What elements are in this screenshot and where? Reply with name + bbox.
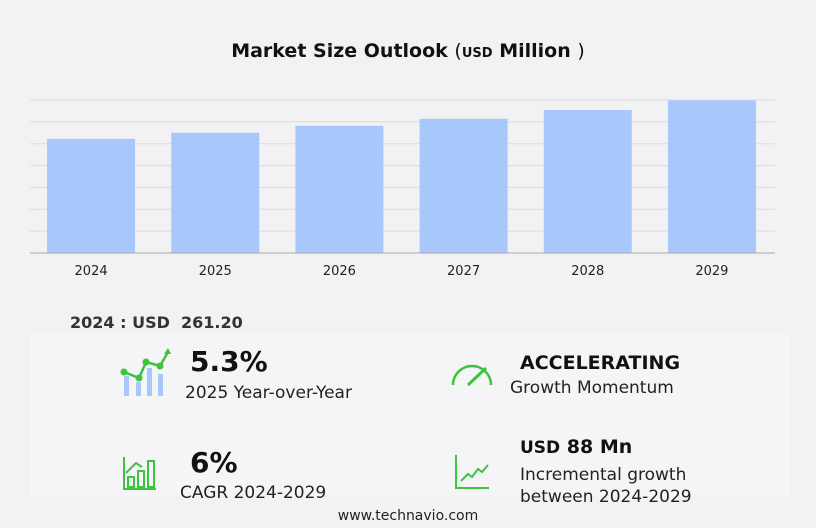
incremental-value: USD 88 Mn	[520, 436, 633, 458]
bar	[295, 125, 384, 253]
bar	[171, 132, 260, 253]
x-tick-label: 2026	[323, 264, 356, 279]
momentum-value: ACCELERATING	[520, 352, 681, 374]
momentum-label: Growth Momentum	[510, 378, 674, 398]
bar	[47, 138, 136, 253]
x-tick-label: 2029	[695, 264, 728, 279]
incremental-period: between 2024-2029	[520, 487, 692, 507]
x-tick-label: 2024	[75, 264, 108, 279]
chart-title: Market Size Outlook (USD Million )	[231, 40, 585, 62]
x-tick-label: 2025	[199, 264, 232, 279]
cagr-label: CAGR 2024-2029	[180, 483, 327, 503]
speedometer-icon	[451, 364, 493, 387]
bar	[543, 110, 632, 253]
bar-chart: 2024 2025 2026 2027 2028 2029	[30, 99, 775, 279]
cagr-value: 6%	[190, 446, 238, 479]
x-tick-label: 2028	[571, 264, 604, 279]
yoy-label: 2025 Year-over-Year	[185, 383, 352, 403]
stats-panel	[30, 334, 790, 496]
x-tick-label: 2027	[447, 264, 480, 279]
yoy-value: 5.3%	[190, 345, 268, 378]
bar-growth-icon	[123, 457, 156, 490]
bar	[667, 100, 756, 253]
growth-chart-icon	[120, 348, 171, 396]
bar	[419, 118, 508, 253]
incremental-label: Incremental growth	[520, 465, 687, 485]
base-year-value: 2024 : USD 261.20	[70, 313, 243, 332]
incremental-growth-icon	[455, 455, 489, 489]
footer-url: www.technavio.com	[337, 508, 479, 524]
